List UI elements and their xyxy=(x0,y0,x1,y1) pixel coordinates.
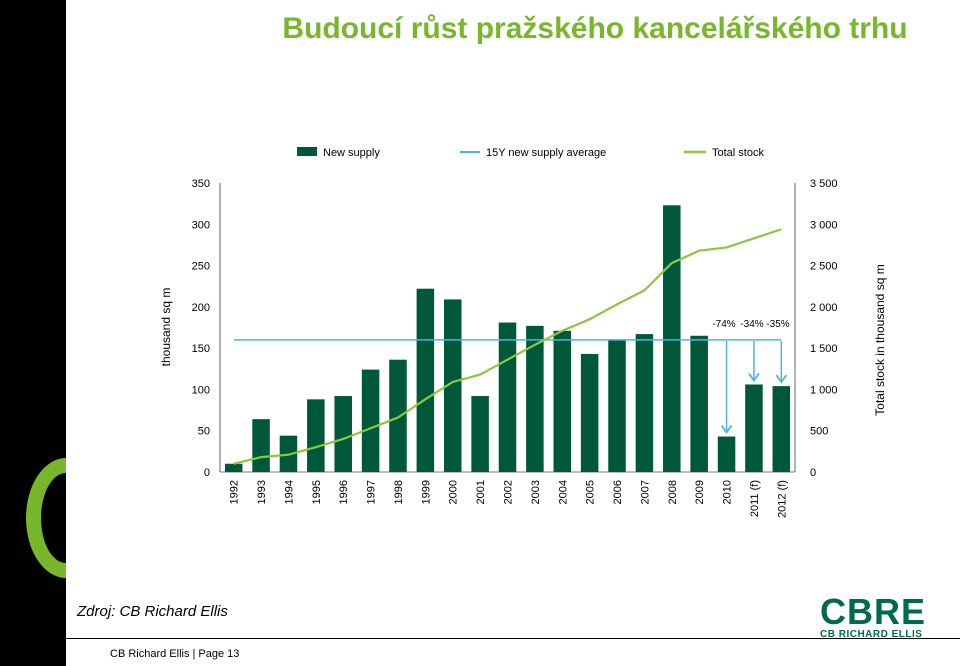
x-tick-label: 2006 xyxy=(612,480,624,504)
y-tick-label: 150 xyxy=(192,343,210,355)
y2-tick-label: 1 000 xyxy=(810,384,838,396)
cbre-logo: CBRE CB RICHARD ELLIS xyxy=(820,591,936,641)
y-tick-label: 300 xyxy=(192,219,210,231)
bar-1993 xyxy=(252,419,270,472)
x-tick-label: 2011 (f) xyxy=(749,480,761,517)
y2-tick-label: 1 500 xyxy=(810,343,838,355)
x-tick-label: 2001 xyxy=(475,480,487,504)
y-tick-label: 200 xyxy=(192,302,210,314)
page-title-wrap: Budoucí růst pražského kancelářského trh… xyxy=(0,12,960,46)
y2-tick-label: 3 000 xyxy=(810,219,838,231)
x-tick-label: 1995 xyxy=(311,480,323,504)
x-tick-label: 1992 xyxy=(229,480,241,504)
bar-1997 xyxy=(361,369,380,472)
y2-tick-label: 2 000 xyxy=(810,302,838,314)
bar-2010 xyxy=(717,436,736,472)
legend-label: 15Y new supply average xyxy=(486,147,606,159)
footer-page-info: CB Richard Ellis | Page 13 xyxy=(110,648,240,660)
legend-label: New supply xyxy=(323,147,380,159)
x-tick-label: 2004 xyxy=(557,480,569,504)
x-tick-label: 1999 xyxy=(420,480,432,504)
bar-2012 (f) xyxy=(772,386,791,472)
bar-2004 xyxy=(553,330,572,472)
annotation-arrowhead xyxy=(720,424,733,435)
y2-axis-title: Total stock in thousand sq m xyxy=(873,264,887,415)
legend-swatch-bar xyxy=(297,147,317,156)
x-tick-label: 2005 xyxy=(585,480,597,504)
bar-2009 xyxy=(690,335,708,472)
chart: 0 50 100 150 200 250 300 350 0 500 1 000 1 500 2 000… xyxy=(159,147,887,518)
y2-tick-label: 0 xyxy=(810,467,816,479)
x-tick-label: 2009 xyxy=(694,480,706,504)
bar-2000 xyxy=(443,299,462,472)
y2-tick-label: 500 xyxy=(810,426,828,438)
annotation-label: -35% xyxy=(766,319,789,330)
y-tick-label: 100 xyxy=(192,384,210,396)
bar-1992 xyxy=(224,463,243,472)
y-tick-label: 50 xyxy=(198,426,210,438)
source-note: Zdroj: CB Richard Ellis xyxy=(77,603,228,620)
bar-2008 xyxy=(663,205,681,472)
total-stock-line xyxy=(233,228,782,465)
bar-1998 xyxy=(389,359,407,472)
annotation-label: -74% xyxy=(712,319,735,330)
bar-2003 xyxy=(526,325,544,472)
annotation-label: -34% xyxy=(740,319,763,330)
logo-main-text: CBRE xyxy=(820,591,927,632)
x-tick-label: 2010 xyxy=(722,480,734,504)
bar-1996 xyxy=(334,396,352,472)
x-tick-label: 2003 xyxy=(530,480,542,504)
x-tick-label: 1996 xyxy=(338,480,350,504)
bar-1995 xyxy=(307,399,325,472)
x-tick-label: 1994 xyxy=(283,480,295,504)
bar-2005 xyxy=(580,353,599,472)
legend-label: Total stock xyxy=(712,147,764,159)
bar-2001 xyxy=(471,396,489,472)
y2-tick-label: 2 500 xyxy=(810,261,838,273)
x-tick-label: 2002 xyxy=(503,480,515,504)
x-tick-label: 2000 xyxy=(448,480,460,504)
y2-tick-label: 3 500 xyxy=(810,178,838,190)
annotation-arrowhead xyxy=(775,374,788,384)
y-tick-label: 250 xyxy=(192,261,210,273)
page-title: Budoucí růst pražského kancelářského trh… xyxy=(282,12,908,45)
y-axis-title: thousand sq m xyxy=(159,288,173,367)
x-tick-label: 1993 xyxy=(256,480,268,504)
bar-1999 xyxy=(416,288,435,472)
bar-2002 xyxy=(498,322,517,472)
x-tick-label: 1998 xyxy=(393,480,405,504)
logo-sub-text: CB RICHARD ELLIS xyxy=(820,629,923,640)
decor-ring-mask xyxy=(66,450,126,590)
bar-2007 xyxy=(635,334,654,472)
x-tick-label: 1997 xyxy=(366,480,378,504)
x-tick-label: 2007 xyxy=(639,480,651,504)
x-tick-label: 2008 xyxy=(667,480,679,504)
footer-divider xyxy=(66,638,960,639)
y-tick-label: 0 xyxy=(204,467,210,479)
annotation-arrowhead xyxy=(748,372,760,383)
y-tick-label: 350 xyxy=(192,178,210,190)
x-tick-label: 2012 (f) xyxy=(776,480,788,518)
bar-2011 (f) xyxy=(745,384,763,472)
bar-2006 xyxy=(608,339,626,472)
